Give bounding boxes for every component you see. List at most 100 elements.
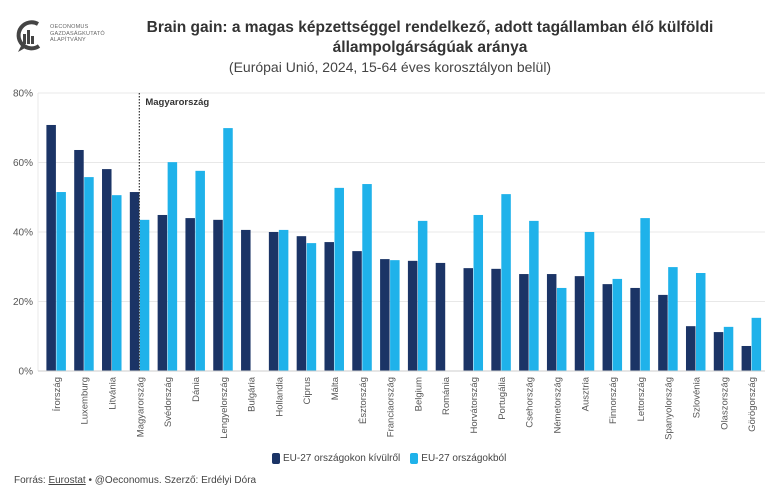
logo-icon xyxy=(16,20,41,52)
bar-eu27 xyxy=(306,243,317,371)
bar-eu27 xyxy=(612,278,623,371)
x-tick-label: Franciaország xyxy=(386,377,397,437)
x-tick-label: Olaszország xyxy=(719,377,730,430)
footer-source: Forrás: Eurostat • @Oeconomus. Szerző: E… xyxy=(14,475,256,486)
author-credit: • @Oeconomus. Szerző: Erdélyi Dóra xyxy=(85,475,257,486)
bar-eu27 xyxy=(112,195,122,371)
x-tick-label: Litvánia xyxy=(108,376,119,409)
y-tick-label: 80% xyxy=(13,89,33,100)
x-tick-label: Portugália xyxy=(497,376,508,419)
bar-outside-eu xyxy=(46,124,56,371)
bar-eu27 xyxy=(139,219,150,371)
bar-outside-eu xyxy=(324,242,334,371)
x-tick-label: Finnország xyxy=(608,377,619,424)
bar-outside-eu xyxy=(630,287,640,371)
bar-outside-eu xyxy=(129,192,140,371)
source-label: Forrás: xyxy=(14,475,46,486)
x-tick-label: Ausztria xyxy=(580,376,591,411)
bar-outside-eu xyxy=(268,232,279,371)
legend-item-outside-eu[interactable]: EU-27 országokon kívülről xyxy=(272,453,400,464)
x-tick-label: Észtország xyxy=(358,377,369,424)
bar-eu27 xyxy=(334,187,344,371)
legend: EU-27 országokon kívülről EU-27 országok… xyxy=(272,453,506,464)
legend-swatch-dark xyxy=(272,453,280,464)
legend-label-outside-eu: EU-27 országokon kívülről xyxy=(283,453,401,464)
bar-outside-eu xyxy=(463,268,474,371)
chart-title-line-1: Brain gain: a magas képzettséggel rendel… xyxy=(146,19,714,36)
x-tick-label: Málta xyxy=(330,376,341,400)
x-tick-label: Belgium xyxy=(413,377,424,411)
x-tick-label: Ciprus xyxy=(302,377,313,405)
bar-outside-eu xyxy=(241,229,251,371)
bar-eu27 xyxy=(529,220,539,371)
bar-eu27 xyxy=(278,229,289,371)
bar-outside-eu xyxy=(602,284,613,371)
x-tick-label: Románia xyxy=(441,376,452,415)
oeconomus-logo: OECONOMUS GAZDASÁGKUTATÓ ALAPÍTVÁNY xyxy=(12,18,105,54)
bar-outside-eu xyxy=(380,259,390,371)
bar-eu27 xyxy=(223,128,233,371)
chart-title-line-2: állampolgárságúak aránya xyxy=(332,39,528,56)
x-tick-label: Svédország xyxy=(163,377,174,427)
x-tick-label: Bulgária xyxy=(247,376,258,412)
bar-outside-eu xyxy=(74,149,84,371)
y-tick-label: 40% xyxy=(13,228,33,239)
bar-outside-eu xyxy=(713,332,724,371)
bar-eu27 xyxy=(195,170,205,371)
legend-swatch-light xyxy=(410,453,419,464)
bar-outside-eu xyxy=(491,268,501,371)
bar-outside-eu xyxy=(157,214,168,371)
bar-outside-eu xyxy=(435,262,446,371)
legend-item-eu27[interactable]: EU-27 országokból xyxy=(410,453,506,464)
bar-outside-eu xyxy=(685,326,696,371)
bar-eu27 xyxy=(390,260,400,371)
bar-outside-eu xyxy=(519,274,529,371)
bar-eu27 xyxy=(84,177,94,371)
bar-eu27 xyxy=(723,326,734,371)
bar-outside-eu xyxy=(407,260,418,371)
bar-eu27 xyxy=(695,273,706,371)
x-tick-label: Németország xyxy=(552,377,563,434)
bar-eu27 xyxy=(751,317,762,371)
logo-line-2: GAZDASÁGKUTATÓ xyxy=(50,30,105,37)
x-tick-label: Írország xyxy=(52,377,63,411)
bar-outside-eu xyxy=(741,345,752,371)
x-tick-label: Magyarország xyxy=(135,377,146,437)
bar-outside-eu xyxy=(102,169,112,371)
bar-eu27 xyxy=(362,184,372,371)
x-tick-label: Luxemburg xyxy=(80,377,91,425)
legend-label-eu27: EU-27 országokból xyxy=(421,453,507,464)
y-tick-label: 0% xyxy=(19,367,34,378)
bar-eu27 xyxy=(640,218,650,371)
eurostat-link[interactable]: Eurostat xyxy=(48,475,86,486)
bar-outside-eu xyxy=(296,236,307,371)
magyarorszag-annotation: Magyarország xyxy=(145,97,209,108)
x-tick-label: Szlovénia xyxy=(691,376,702,418)
x-tick-label: Hollandia xyxy=(274,376,285,416)
bar-outside-eu xyxy=(546,274,557,371)
bar-outside-eu xyxy=(574,276,585,371)
x-tick-label: Dánia xyxy=(191,376,202,402)
logo-text: OECONOMUS GAZDASÁGKUTATÓ ALAPÍTVÁNY xyxy=(50,24,105,44)
x-tick-label: Görögország xyxy=(747,377,758,432)
y-tick-label: 20% xyxy=(13,297,33,308)
bar-eu27 xyxy=(56,192,66,371)
x-tick-label: Lengyelország xyxy=(219,377,230,439)
bar-eu27 xyxy=(584,232,595,371)
bar-eu27 xyxy=(501,194,511,371)
bar-chart: 0% 20% 40% 60% 80% Írország Luxemburg Litvánia M… xyxy=(13,89,765,440)
bar-outside-eu xyxy=(185,218,195,371)
bar-eu27 xyxy=(668,267,678,371)
x-tick-label: Horvátország xyxy=(469,377,480,434)
x-tick-label: Spanyolország xyxy=(664,377,675,440)
bar-eu27 xyxy=(473,214,484,371)
logo-line-1: OECONOMUS xyxy=(50,24,89,30)
bar-eu27 xyxy=(556,287,567,371)
y-tick-label: 60% xyxy=(13,158,33,169)
x-tick-label: Lettország xyxy=(636,377,647,421)
logo-line-3: ALAPÍTVÁNY xyxy=(50,37,86,43)
bar-outside-eu xyxy=(352,251,362,371)
chart-subtitle: (Európai Unió, 2024, 15-64 éves korosztá… xyxy=(228,59,552,75)
bar-outside-eu xyxy=(213,219,223,371)
bar-outside-eu xyxy=(658,294,668,371)
